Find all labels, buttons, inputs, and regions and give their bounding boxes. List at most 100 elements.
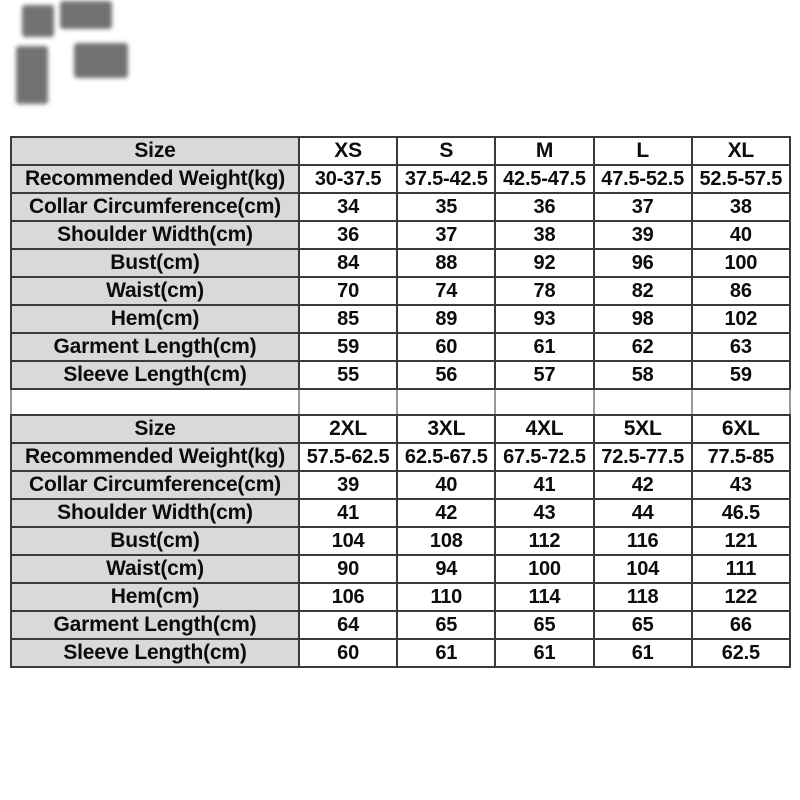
spec-value-cell: 111 [690, 554, 791, 584]
spec-value-cell: 64 [297, 610, 399, 640]
spec-row: Hem(cm) 85 89 93 98 102 [10, 304, 791, 334]
spec-value-cell: 58 [592, 360, 693, 390]
spec-value-cell: 42 [592, 470, 693, 500]
spec-row: Sleeve Length(cm) 55 56 57 58 59 [10, 360, 791, 390]
spec-value-cell: 35 [396, 192, 497, 222]
spec-value-cell: 62 [592, 332, 693, 362]
spec-value-cell: 47.5-52.5 [592, 164, 693, 194]
spec-value-cell: 114 [494, 582, 595, 612]
spec-value-cell: 61 [494, 332, 595, 362]
spec-row-label: Recommended Weight(kg) [10, 442, 300, 472]
spec-value-cell: 85 [297, 304, 399, 334]
spec-row: Shoulder Width(cm) 41 42 43 44 46.5 [10, 498, 791, 528]
spec-value-cell: 52.5-57.5 [690, 164, 791, 194]
spec-row: Collar Circumference(cm) 39 40 41 42 43 [10, 470, 791, 500]
spec-row-label: Garment Length(cm) [10, 610, 300, 640]
spec-row-label: Garment Length(cm) [10, 332, 300, 362]
size-header-row: Size 2XL 3XL 4XL 5XL 6XL [10, 414, 791, 444]
spec-value-cell: 100 [690, 248, 791, 278]
spec-row-label: Hem(cm) [10, 582, 300, 612]
spec-value-cell: 122 [690, 582, 791, 612]
spec-value-cell: 110 [396, 582, 497, 612]
spec-value-cell: 77.5-85 [690, 442, 791, 472]
spacer-cell [10, 388, 300, 416]
spec-value-cell: 66 [690, 610, 791, 640]
spec-value-cell: 65 [494, 610, 595, 640]
spec-value-cell: 43 [494, 498, 595, 528]
spec-value-cell: 61 [494, 638, 595, 668]
spec-value-cell: 112 [494, 526, 595, 556]
spec-value-cell: 62.5 [690, 638, 791, 668]
spacer-cell [592, 388, 693, 416]
spec-row-label: Waist(cm) [10, 554, 300, 584]
spacer-cell [396, 388, 497, 416]
spec-row: Collar Circumference(cm) 34 35 36 37 38 [10, 192, 791, 222]
spec-value-cell: 90 [297, 554, 399, 584]
spec-value-cell: 89 [396, 304, 497, 334]
spec-value-cell: 43 [690, 470, 791, 500]
spec-row-label: Sleeve Length(cm) [10, 638, 300, 668]
spec-value-cell: 116 [592, 526, 693, 556]
spec-row-label: Sleeve Length(cm) [10, 360, 300, 390]
spec-value-cell: 62.5-67.5 [396, 442, 497, 472]
spec-value-cell: 104 [592, 554, 693, 584]
spec-row: Sleeve Length(cm) 60 61 61 61 62.5 [10, 638, 791, 668]
watermark-glyph [16, 46, 48, 104]
spec-value-cell: 86 [690, 276, 791, 306]
spec-row-label: Hem(cm) [10, 304, 300, 334]
size-column-header: 4XL [494, 414, 595, 444]
spec-value-cell: 38 [494, 220, 595, 250]
spec-value-cell: 56 [396, 360, 497, 390]
size-header-row: Size XS S M L XL [10, 136, 791, 166]
spec-row: Bust(cm) 84 88 92 96 100 [10, 248, 791, 278]
size-column-header: S [396, 136, 497, 166]
spec-value-cell: 41 [297, 498, 399, 528]
spec-value-cell: 82 [592, 276, 693, 306]
spec-value-cell: 84 [297, 248, 399, 278]
size-column-header: XL [690, 136, 791, 166]
spec-value-cell: 30-37.5 [297, 164, 399, 194]
spec-row: Hem(cm) 106 110 114 118 122 [10, 582, 791, 612]
spec-value-cell: 67.5-72.5 [494, 442, 595, 472]
spec-value-cell: 46.5 [690, 498, 791, 528]
spec-row: Shoulder Width(cm) 36 37 38 39 40 [10, 220, 791, 250]
spec-value-cell: 34 [297, 192, 399, 222]
spec-value-cell: 106 [297, 582, 399, 612]
spec-value-cell: 88 [396, 248, 497, 278]
spec-value-cell: 59 [297, 332, 399, 362]
watermark-marks [0, 0, 140, 115]
watermark-glyph [74, 43, 128, 78]
spec-row: Recommended Weight(kg) 30-37.5 37.5-42.5 42… [10, 164, 791, 194]
size-column-header: L [592, 136, 693, 166]
size-column-header: 5XL [592, 414, 693, 444]
spec-value-cell: 104 [297, 526, 399, 556]
spec-row: Recommended Weight(kg) 57.5-62.5 62.5-67.5… [10, 442, 791, 472]
spec-value-cell: 59 [690, 360, 791, 390]
spec-value-cell: 61 [396, 638, 497, 668]
spacer-cell [494, 388, 595, 416]
watermark-glyph [60, 1, 112, 29]
spec-row-label: Shoulder Width(cm) [10, 220, 300, 250]
spec-row-label: Collar Circumference(cm) [10, 192, 300, 222]
spec-value-cell: 36 [297, 220, 399, 250]
spec-value-cell: 93 [494, 304, 595, 334]
spec-value-cell: 38 [690, 192, 791, 222]
spec-value-cell: 92 [494, 248, 595, 278]
spec-value-cell: 63 [690, 332, 791, 362]
spec-value-cell: 61 [592, 638, 693, 668]
size-column-header: XS [297, 136, 399, 166]
spec-value-cell: 41 [494, 470, 595, 500]
size-header-label: Size [10, 136, 300, 166]
size-column-header: 2XL [297, 414, 399, 444]
spec-value-cell: 65 [592, 610, 693, 640]
spec-value-cell: 42.5-47.5 [494, 164, 595, 194]
spec-value-cell: 40 [396, 470, 497, 500]
spec-value-cell: 42 [396, 498, 497, 528]
spec-value-cell: 108 [396, 526, 497, 556]
size-column-header: M [494, 136, 595, 166]
spec-value-cell: 44 [592, 498, 693, 528]
spec-value-cell: 39 [592, 220, 693, 250]
spec-row-label: Waist(cm) [10, 276, 300, 306]
size-column-header: 3XL [396, 414, 497, 444]
spec-value-cell: 37.5-42.5 [396, 164, 497, 194]
